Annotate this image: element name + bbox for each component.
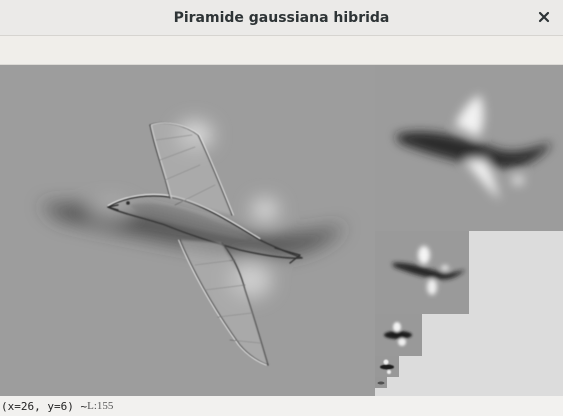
pixel-value: L:155 [87, 400, 114, 412]
pyramid-level-3 [375, 314, 422, 356]
pyramid-level-4 [375, 356, 399, 377]
pyramid-level-5 [375, 377, 387, 388]
close-button[interactable] [535, 8, 553, 26]
pyramid-image [0, 65, 563, 396]
toolbar [0, 36, 563, 65]
pyramid-level-0 [0, 65, 375, 396]
close-icon [538, 11, 550, 23]
pyramid-level-2 [375, 231, 469, 314]
pyramid-level-1 [375, 65, 563, 231]
image-canvas[interactable] [0, 65, 563, 396]
status-bar: (x=26, y=6) ~ L:155 [0, 396, 563, 416]
cursor-coordinates: (x=26, y=6) ~ [1, 399, 88, 413]
title-bar: Piramide gaussiana hibrida [0, 0, 563, 36]
window-title: Piramide gaussiana hibrida [173, 9, 390, 26]
